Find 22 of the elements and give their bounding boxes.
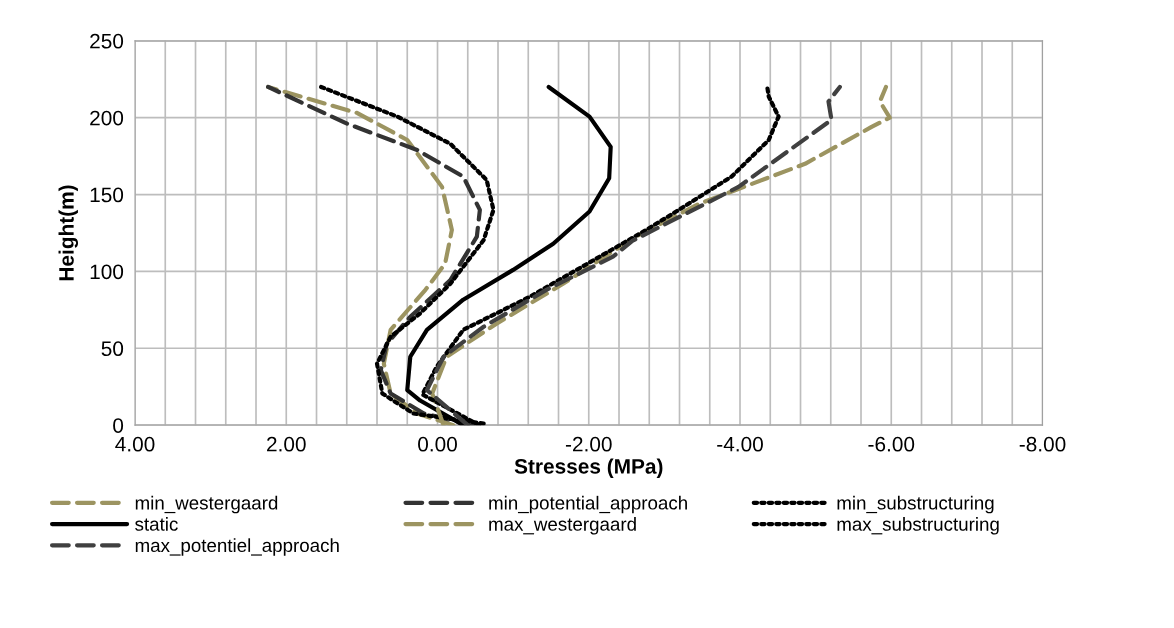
x-tick-label: 0.00 [418,436,457,452]
y-tick-label: 0 [113,418,124,433]
x-tick-label: -6.00 [868,436,915,452]
legend-label: min_westergaard [135,495,278,514]
x-tick-label: -2.00 [565,436,612,452]
y-tick-label: 250 [90,33,124,49]
legend-label: max_potentiel_approach [135,538,339,556]
y-axis-title: Height(m) [58,185,79,281]
y-tick-label: 100 [90,264,124,280]
y-tick-label: 150 [90,187,124,203]
x-tick-label: 2.00 [267,436,306,452]
y-tick-label: 200 [90,110,124,126]
x-tick-label: -4.00 [717,436,763,452]
x-tick-label: 4.00 [115,436,155,452]
legend-label: max_substructuring [837,517,999,535]
y-tick-label: 50 [101,341,124,357]
x-axis-title: Stresses (MPa) [514,458,663,478]
legend-label: static [135,517,178,531]
legend-label: min_substructuring [837,495,994,514]
x-tick-label: -8.00 [1019,436,1066,452]
legend-label: max_westergaard [489,517,636,535]
legend-label: min_potential_approach [489,495,687,514]
